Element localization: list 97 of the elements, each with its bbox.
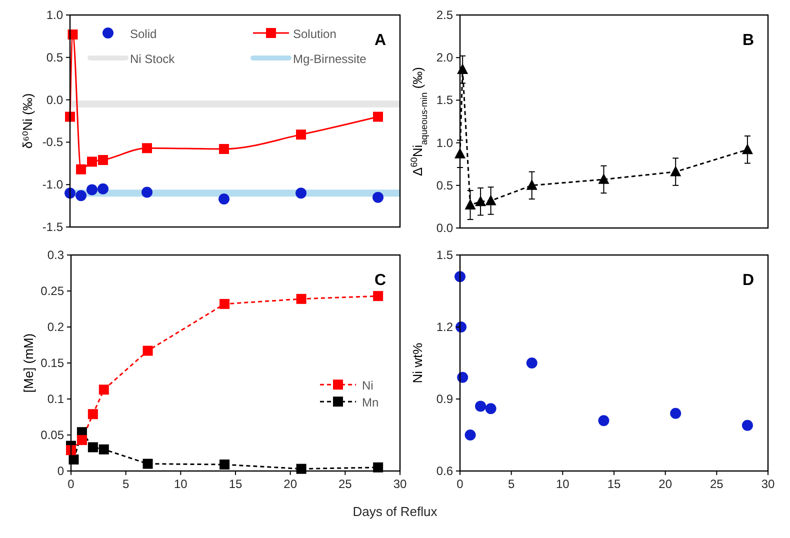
y-tick-label: 0.25 (40, 284, 64, 298)
point (220, 298, 230, 309)
point (66, 445, 76, 456)
point (98, 183, 108, 194)
point (742, 144, 753, 154)
point (219, 144, 229, 154)
y-axis-title: Ni wt% (410, 342, 425, 384)
point (296, 130, 306, 140)
y-tick-label: 0.2 (47, 320, 64, 334)
legend-label: Ni (362, 378, 374, 393)
y-tick-label: 1.5 (436, 93, 454, 108)
x-tick-label: 20 (284, 477, 298, 491)
y-tick-label: 0.5 (436, 178, 454, 192)
point (296, 294, 306, 304)
y-tick-label: 0.5 (46, 50, 64, 64)
point (475, 400, 486, 412)
y-tick-label: 0.15 (40, 356, 64, 370)
point (485, 194, 496, 206)
y-tick-label: 2.5 (436, 8, 454, 22)
point (526, 358, 538, 368)
x-tick-label: 25 (338, 477, 352, 491)
y-tick-label: -1.5 (42, 220, 64, 234)
x-tick-label: 20 (658, 477, 672, 491)
point (142, 346, 153, 356)
point (485, 403, 496, 414)
y-tick-label: 0.3 (47, 248, 64, 262)
y-tick-label: 0.0 (436, 221, 454, 235)
point (457, 372, 468, 383)
x-tick-label: 10 (174, 477, 188, 491)
x-tick-label: 10 (556, 477, 570, 491)
point (526, 179, 538, 190)
legend-label: Mg-Birnessite (293, 52, 367, 66)
x-tick-label: 30 (761, 477, 775, 491)
y-axis-title: [Me] (mM) (21, 333, 36, 393)
point (373, 112, 383, 122)
point (464, 198, 476, 210)
point (220, 460, 230, 470)
point (464, 430, 476, 440)
y-tick-label: 1.0 (436, 136, 454, 150)
point (373, 462, 384, 472)
annotation: D (742, 272, 754, 289)
y-tick-label: 0.9 (436, 392, 454, 406)
point (142, 458, 153, 469)
y-tick-label: 1.5 (436, 248, 454, 262)
y-tick-label: 0 (57, 464, 64, 478)
point (670, 166, 682, 176)
point (86, 184, 98, 196)
x-tick-label: 5 (122, 477, 130, 491)
legend-label: Mn (362, 396, 379, 410)
point (142, 143, 152, 154)
point (475, 196, 486, 206)
point (88, 409, 98, 420)
x-tick-label: 15 (228, 477, 242, 491)
point (457, 64, 468, 74)
point (598, 415, 610, 426)
point (372, 192, 384, 203)
y-tick-label: -0.5 (42, 135, 64, 150)
y-tick-label: -1.0 (42, 178, 64, 192)
point (296, 188, 306, 199)
point (98, 444, 109, 454)
point (76, 435, 87, 446)
point (68, 30, 78, 40)
legend-label: Solution (293, 27, 336, 41)
point (87, 156, 97, 167)
point (76, 164, 86, 174)
y-tick-label: 0.0 (46, 92, 64, 107)
point (142, 186, 152, 198)
point (65, 112, 75, 122)
point (76, 190, 86, 202)
point (98, 155, 108, 166)
y-tick-label: 0.6 (436, 464, 454, 478)
x-axis-title: Days of Reflux (352, 504, 438, 519)
legend-label: Ni Stock (130, 52, 176, 66)
y-tick-label: 2.0 (436, 50, 454, 65)
y-axis-title: δ⁶⁰Ni (‰) (20, 93, 35, 149)
x-tick-label: 0 (456, 477, 464, 491)
x-tick-label: 30 (393, 477, 407, 491)
point (742, 420, 753, 431)
x-tick-label: 0 (68, 477, 75, 491)
legend-label: Solid (130, 27, 157, 41)
point (296, 464, 306, 474)
x-tick-label: 25 (710, 477, 724, 491)
y-tick-label: 0.05 (40, 428, 64, 442)
y-tick-label: 1.0 (46, 8, 64, 22)
point (98, 384, 109, 395)
annotation: A (374, 32, 386, 49)
point (598, 173, 610, 184)
point (218, 194, 230, 205)
point (88, 442, 98, 452)
y-tick-label: 0.1 (47, 392, 64, 406)
x-tick-label: 15 (607, 477, 621, 491)
annotation: B (742, 32, 754, 49)
y-tick-label: 1.2 (436, 320, 454, 334)
x-tick-label: 5 (508, 477, 515, 491)
point (670, 408, 682, 419)
point (373, 291, 384, 302)
annotation: C (374, 272, 386, 289)
